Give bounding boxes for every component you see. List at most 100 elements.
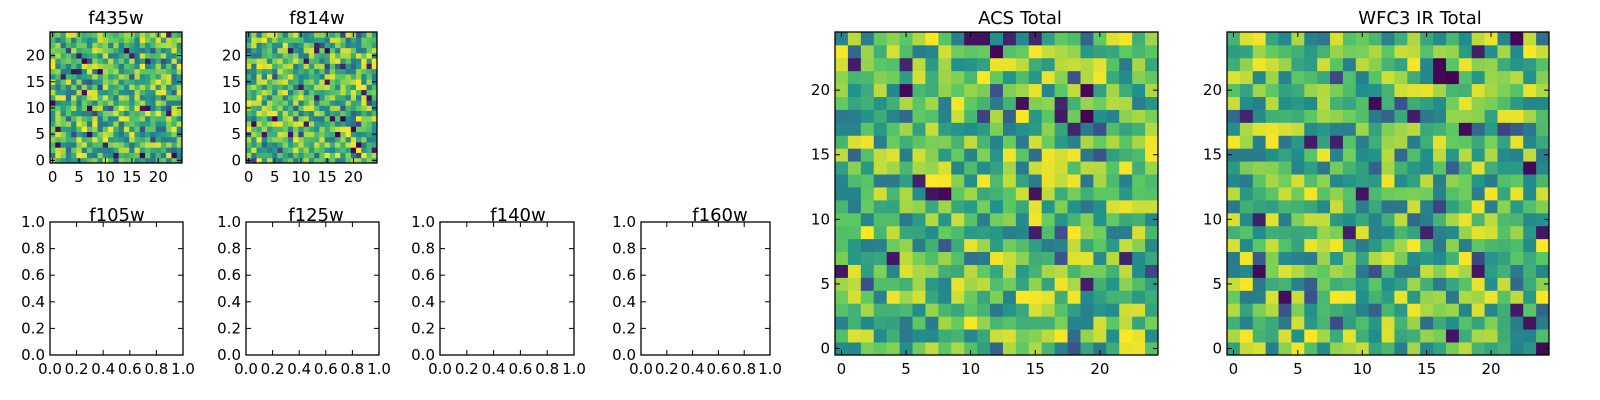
heatmap-cell (951, 251, 965, 265)
heatmap-cell (977, 135, 991, 149)
heatmap-cell (371, 84, 378, 91)
heatmap-cell (1145, 83, 1159, 97)
heatmap-cell (350, 84, 357, 91)
heatmap-cell (118, 32, 125, 38)
heatmap-cell (287, 157, 294, 164)
heatmap-cell (76, 68, 83, 75)
heatmap-cell (847, 342, 862, 356)
heatmap-cell (1330, 264, 1344, 278)
heatmap-cell (1015, 187, 1030, 201)
heatmap-cell (97, 73, 104, 80)
heatmap-cell (847, 238, 862, 253)
heatmap-cell (1304, 290, 1318, 304)
heatmap-cell (1497, 70, 1511, 85)
heatmap-cell (319, 152, 325, 159)
heatmap-cell (366, 73, 373, 80)
heatmap-cell (1317, 199, 1331, 214)
heatmap-cell (847, 32, 862, 46)
heatmap-cell (1002, 70, 1017, 85)
heatmap-cell (361, 105, 367, 111)
y-tick-label: 5 (231, 125, 241, 143)
heatmap-cell (1145, 57, 1159, 72)
heatmap-cell (847, 187, 862, 201)
heatmap-cell (977, 109, 991, 123)
heatmap-cell (113, 58, 120, 64)
heatmap-cell (293, 105, 299, 111)
panel-f140w: f140w 0.0 0.2 0.4 0.6 0.8 1.00.00.20.40.60.81… (411, 205, 586, 378)
heatmap-cell (1433, 225, 1447, 240)
heatmap-cell (1355, 174, 1370, 188)
y-tick-label: 0.2 (217, 319, 241, 337)
heatmap-cell (1523, 316, 1537, 330)
heatmap-cell (86, 94, 93, 101)
heatmap-cell (1119, 148, 1133, 162)
heatmap-cell (977, 161, 991, 175)
heatmap-cell (335, 131, 341, 138)
heatmap-cell (176, 152, 183, 159)
heatmap-cell (1394, 161, 1408, 175)
heatmap-cell (1381, 342, 1395, 356)
heatmap-cell (71, 105, 77, 111)
heatmap-cell (166, 152, 172, 159)
heatmap-cell (92, 147, 98, 153)
heatmap-cell (1458, 316, 1473, 330)
heatmap-cell (335, 68, 341, 75)
heatmap-cell (1080, 290, 1094, 304)
heatmap-cell (298, 136, 305, 143)
heatmap-cell (1132, 225, 1146, 240)
heatmap-cell (1484, 342, 1498, 356)
heatmap-cell (912, 264, 926, 278)
heatmap-cell (847, 109, 862, 123)
heatmap-cell (1381, 44, 1395, 59)
axes-frame (640, 221, 771, 356)
heatmap-cell (134, 89, 141, 96)
y-tick-label: 1.0 (411, 213, 435, 231)
heatmap-cell (1054, 264, 1068, 278)
heatmap-cell (1239, 264, 1254, 278)
heatmap-cell (1119, 329, 1133, 343)
heatmap-cell (92, 157, 98, 164)
heatmap-cell (123, 42, 130, 49)
heatmap-cell (160, 84, 167, 91)
heatmap-cell (847, 329, 862, 343)
heatmap-cell (81, 131, 88, 138)
heatmap-cell (1265, 342, 1279, 356)
heatmap-cell (1145, 225, 1159, 240)
y-tick-label: 0 (231, 151, 241, 169)
heatmap-cell (350, 47, 357, 54)
heatmap-cell (113, 147, 120, 153)
heatmap-cell (134, 84, 141, 91)
heatmap-cell (1106, 135, 1120, 149)
heatmap-cell (145, 136, 151, 143)
heatmap-cell (166, 131, 172, 138)
heatmap-cell (938, 44, 952, 59)
heatmap-cell (1342, 342, 1357, 356)
heatmap-cell (150, 115, 156, 122)
heatmap-cell (145, 58, 151, 64)
heatmap-cell (1015, 212, 1030, 227)
heatmap-cell (1132, 83, 1146, 97)
heatmap-cell (350, 73, 357, 80)
heatmap-cell (886, 96, 900, 110)
heatmap-cell (938, 70, 952, 85)
heatmap-cell (160, 126, 167, 132)
y-tick-label: 10 (26, 99, 45, 117)
heatmap-cell (990, 225, 1004, 240)
heatmap-cell (123, 79, 130, 85)
empty-axes-f125w: 0.0 0.2 0.4 0.6 0.8 1.00.00.20.40.60.81.0 (217, 213, 391, 378)
heatmap-cell (938, 187, 952, 201)
heatmap-cell (102, 52, 109, 59)
heatmap-cell (1445, 135, 1460, 149)
heatmap-cell (1291, 70, 1305, 85)
heatmap-cell (1433, 251, 1447, 265)
heatmap-cell (65, 115, 72, 122)
heatmap-cell (1227, 70, 1241, 85)
heatmap-cell (1145, 212, 1159, 227)
heatmap-cell (92, 126, 98, 132)
heatmap-cell (1041, 109, 1056, 123)
heatmap-cell (1002, 212, 1017, 227)
heatmap-cell (873, 44, 888, 59)
heatmap-cell (977, 238, 991, 253)
